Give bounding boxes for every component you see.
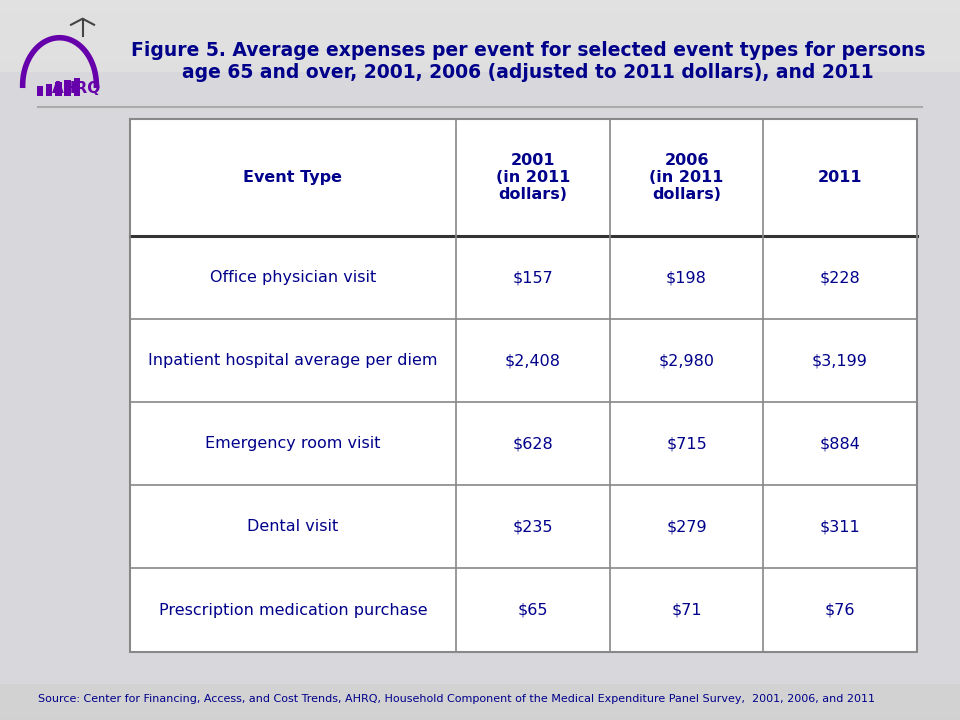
Bar (130, 569, 456, 652)
Text: $76: $76 (825, 603, 855, 618)
Text: 2006
(in 2011
dollars): 2006 (in 2011 dollars) (649, 153, 724, 202)
Bar (456, 236, 610, 319)
Text: $3,199: $3,199 (812, 354, 868, 368)
Text: 2001
(in 2011
dollars): 2001 (in 2011 dollars) (496, 153, 570, 202)
Bar (763, 485, 917, 569)
Bar (763, 236, 917, 319)
Text: Office physician visit: Office physician visit (210, 270, 376, 285)
Bar (456, 402, 610, 485)
Bar (130, 319, 456, 402)
Text: $65: $65 (517, 603, 548, 618)
Text: $311: $311 (820, 519, 860, 534)
Text: Source: Center for Financing, Access, and Cost Trends, AHRQ, Household Component: Source: Center for Financing, Access, an… (38, 694, 876, 704)
Text: $628: $628 (513, 436, 553, 451)
Text: $2,408: $2,408 (505, 354, 561, 368)
Bar (610, 236, 763, 319)
Bar (74, 78, 80, 96)
Bar (456, 319, 610, 402)
Text: $279: $279 (666, 519, 707, 534)
Text: $157: $157 (513, 270, 553, 285)
Bar (456, 569, 610, 652)
Bar (130, 402, 456, 485)
Text: $228: $228 (820, 270, 860, 285)
Text: $715: $715 (666, 436, 707, 451)
Text: Dental visit: Dental visit (248, 519, 339, 534)
Bar (763, 119, 917, 236)
Text: $198: $198 (666, 270, 707, 285)
Bar (610, 119, 763, 236)
Bar (130, 119, 456, 236)
Text: $2,980: $2,980 (659, 354, 714, 368)
Bar (763, 319, 917, 402)
Text: AHRQ: AHRQ (52, 81, 102, 96)
Bar (610, 569, 763, 652)
Bar (456, 485, 610, 569)
Text: $71: $71 (671, 603, 702, 618)
Text: 2011: 2011 (818, 170, 862, 185)
Bar (763, 402, 917, 485)
Bar (456, 119, 610, 236)
Bar (0, 72, 960, 684)
Bar (46, 84, 52, 96)
Bar (610, 402, 763, 485)
Text: $884: $884 (820, 436, 860, 451)
Bar (763, 569, 917, 652)
Text: Inpatient hospital average per diem: Inpatient hospital average per diem (148, 354, 438, 368)
Bar (610, 319, 763, 402)
Text: Prescription medication purchase: Prescription medication purchase (158, 603, 427, 618)
Bar (130, 485, 456, 569)
Text: Emergency room visit: Emergency room visit (205, 436, 381, 451)
Text: Figure 5. Average expenses per event for selected event types for persons
age 65: Figure 5. Average expenses per event for… (131, 41, 925, 81)
Bar (130, 236, 456, 319)
Text: Event Type: Event Type (244, 170, 343, 185)
Text: $235: $235 (513, 519, 553, 534)
Bar (610, 485, 763, 569)
Bar (36, 86, 43, 96)
Bar (64, 80, 71, 96)
Bar (55, 82, 61, 96)
